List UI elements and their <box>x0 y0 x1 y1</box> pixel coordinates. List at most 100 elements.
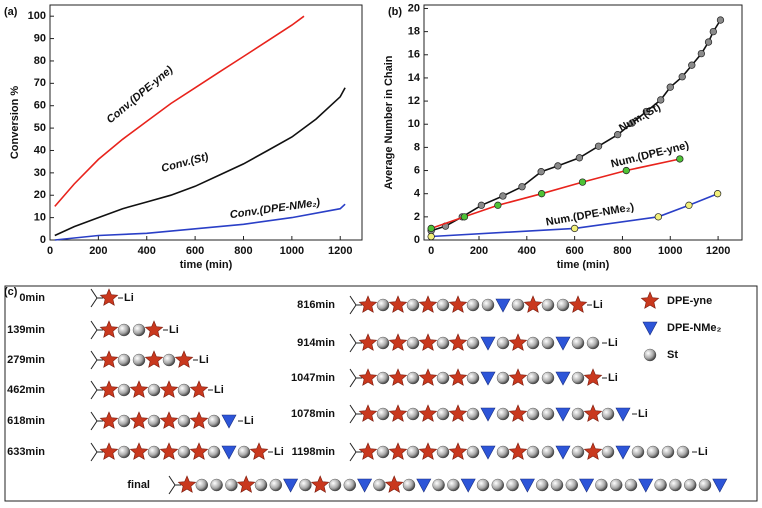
st-unit <box>328 478 342 492</box>
y-tick-label: 90 <box>34 32 46 44</box>
st-unit <box>496 336 510 350</box>
dpe-yne-unit <box>640 291 660 309</box>
st-unit <box>406 407 420 421</box>
st-unit <box>526 371 540 385</box>
dpe-yne-unit <box>388 295 408 313</box>
dpe-yne-unit <box>177 475 197 493</box>
st-unit <box>177 445 191 459</box>
dpe-yne-unit <box>159 442 179 460</box>
x-tick-label: 0 <box>428 245 434 257</box>
marker <box>594 142 603 150</box>
dpe-yne-unit <box>388 333 408 351</box>
series-annotation: Conv.(St) <box>160 151 210 175</box>
st-unit <box>132 323 146 337</box>
chain-end: Li <box>593 299 603 311</box>
dpe-yne-unit <box>523 295 543 313</box>
y-tick-label: 4 <box>414 188 421 200</box>
st-unit <box>402 478 416 492</box>
st-unit <box>466 407 480 421</box>
st-unit <box>117 323 131 337</box>
st-unit <box>254 478 268 492</box>
st-unit <box>376 371 390 385</box>
marker <box>642 107 651 116</box>
y-axis-label: Average Number in Chain <box>383 55 395 189</box>
dpe-nme2-unit <box>615 445 631 460</box>
marker <box>427 232 435 241</box>
chain-end: Li <box>244 415 254 427</box>
st-unit <box>406 336 420 350</box>
dpe-yne-unit <box>159 380 179 398</box>
y-tick-label: 2 <box>414 211 420 223</box>
initiator <box>90 411 103 431</box>
initiator <box>349 333 362 353</box>
y-tick-label: 20 <box>34 189 46 201</box>
st-unit <box>376 445 390 459</box>
initiator <box>90 288 103 308</box>
st-unit <box>646 445 660 459</box>
y-tick-label: 60 <box>34 100 46 112</box>
series-annotation: Conv.(DPE-yne) <box>104 64 175 126</box>
panel-label: (c) <box>4 286 18 298</box>
y-tick-label: 6 <box>414 164 420 176</box>
st-unit <box>571 371 585 385</box>
st-unit <box>511 298 525 312</box>
st-unit <box>237 445 251 459</box>
st-unit <box>466 371 480 385</box>
st-unit <box>132 353 146 367</box>
dpe-nme2-unit <box>221 414 237 429</box>
y-tick-label: 30 <box>34 167 46 179</box>
initiator <box>90 380 103 400</box>
x-tick-label: 600 <box>565 245 583 257</box>
dpe-nme2-unit <box>416 478 432 493</box>
y-tick-label: 12 <box>408 95 420 107</box>
marker <box>578 178 587 186</box>
st-unit <box>526 336 540 350</box>
row-time: 633min <box>7 446 45 458</box>
dpe-yne-unit <box>508 333 528 351</box>
x-tick-label: 1200 <box>328 245 352 257</box>
dpe-yne-unit <box>568 295 588 313</box>
dpe-yne-unit <box>310 475 330 493</box>
dpe-yne-unit <box>418 368 438 386</box>
marker <box>713 190 722 198</box>
dpe-nme2-unit <box>642 321 658 336</box>
st-unit <box>343 478 356 492</box>
marker <box>657 96 665 104</box>
st-unit <box>117 445 131 459</box>
x-tick-label: 600 <box>186 245 204 257</box>
chain-end: Li <box>124 292 134 304</box>
marker <box>688 61 696 69</box>
st-unit <box>117 414 131 428</box>
dpe-nme2-unit <box>555 445 571 460</box>
st-unit <box>556 298 570 312</box>
st-unit <box>406 445 420 459</box>
dpe-yne-unit <box>129 442 149 460</box>
st-unit <box>406 298 420 312</box>
st-unit <box>526 407 540 421</box>
marker <box>460 213 469 221</box>
legend-label: DPE-NMe₂ <box>667 322 722 334</box>
x-tick-label: 1200 <box>706 245 730 257</box>
marker <box>499 192 507 200</box>
st-unit <box>225 478 238 492</box>
st-unit <box>373 478 386 492</box>
panel-label: (b) <box>388 6 402 18</box>
dpe-yne-unit <box>99 442 119 460</box>
y-tick-label: 8 <box>414 141 420 153</box>
dpe-nme2-unit <box>638 478 654 493</box>
st-unit <box>207 445 221 459</box>
series-annotation: Conv.(DPE-NMe₂) <box>229 197 321 222</box>
dpe-yne-unit <box>189 411 209 429</box>
series-annotation: Num.(St) <box>617 101 663 134</box>
st-unit <box>571 336 585 350</box>
st-unit <box>299 478 312 492</box>
st-unit <box>210 478 223 492</box>
initiator <box>168 475 181 495</box>
row-time: 279min <box>7 354 45 366</box>
dpe-nme2-unit <box>460 478 476 493</box>
dpe-nme2-unit <box>519 478 535 493</box>
x-tick-label: 0 <box>47 245 53 257</box>
dpe-yne-unit <box>358 404 378 422</box>
dpe-yne-unit <box>236 475 256 493</box>
